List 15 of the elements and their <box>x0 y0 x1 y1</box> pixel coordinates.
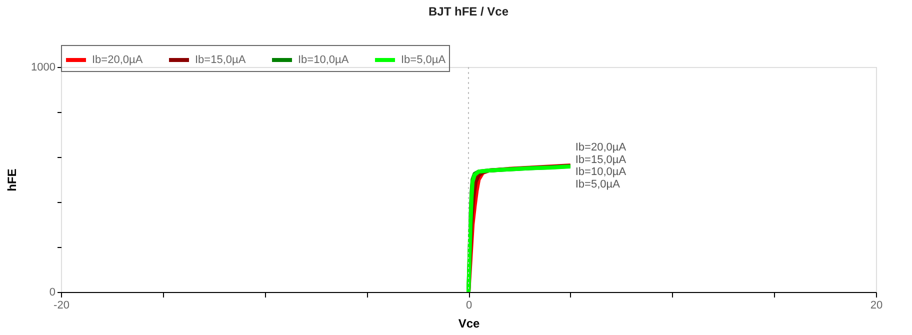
annotation: Ib=15,0µA <box>575 154 627 166</box>
legend-label: Ib=20,0µA <box>92 54 144 66</box>
legend-label: Ib=5,0µA <box>401 54 446 66</box>
y-tick-label: 1000 <box>31 62 56 74</box>
x-tick-label: 20 <box>870 300 883 312</box>
x-tick-label: -20 <box>54 300 70 312</box>
legend-label: Ib=10,0µA <box>298 54 350 66</box>
chart-title: BJT hFE / Vce <box>428 4 509 18</box>
x-tick-label: 0 <box>466 300 472 312</box>
legend-label: Ib=15,0µA <box>195 54 246 66</box>
y-axis-title: hFE <box>5 168 20 192</box>
annotation: Ib=5,0µA <box>575 178 621 190</box>
x-axis-title: Vce <box>458 316 480 330</box>
annotation: Ib=20,0µA <box>575 142 627 154</box>
annotation: Ib=10,0µA <box>575 166 627 178</box>
